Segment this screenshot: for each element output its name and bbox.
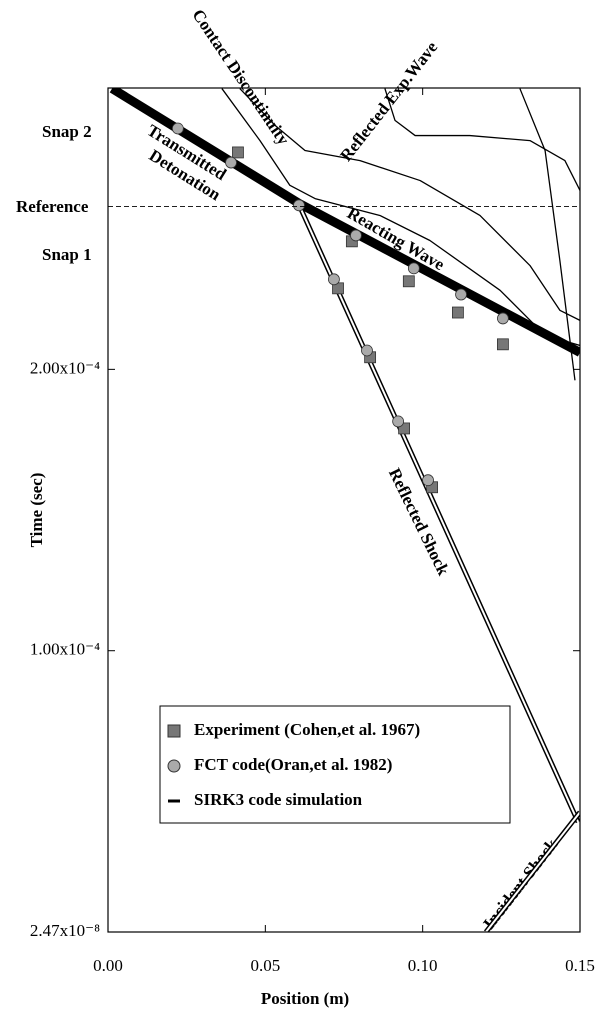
shock-line-inner [485, 811, 580, 932]
y-axis-label: Time (sec) [27, 473, 46, 548]
legend-box [159, 705, 511, 824]
legend-marker [167, 724, 181, 738]
fct-point [455, 288, 467, 301]
experiment-point [398, 422, 411, 435]
experiment-point [497, 338, 509, 351]
x-tick-label: 0.10 [408, 956, 438, 975]
wave-line [384, 88, 580, 191]
y-tick-label: 1.00x10⁻⁴ [30, 640, 100, 659]
reference-label: Reference [16, 197, 89, 216]
wave-line [519, 88, 576, 381]
experiment-point [232, 146, 244, 159]
plot-frame [107, 87, 581, 933]
fct-point [407, 262, 420, 275]
fct-point [328, 273, 340, 286]
fct-point [293, 199, 305, 212]
experiment-point [452, 306, 464, 319]
x-tick-label: 0.00 [93, 956, 123, 975]
x-axis-label: Position (m) [261, 989, 349, 1008]
snap-label: Snap 2 [42, 122, 92, 141]
snap-label: Snap 1 [42, 245, 92, 264]
fct-point [225, 156, 237, 169]
legend-label: FCT code(Oran,et al. 1982) [194, 755, 392, 774]
y-tick-label: 2.47x10⁻⁸ [30, 921, 100, 940]
fct-point [350, 229, 362, 242]
legend-marker [167, 759, 181, 773]
fct-point [422, 474, 434, 487]
fct-point [361, 344, 373, 357]
wave-line [221, 88, 580, 347]
fct-point [497, 312, 509, 325]
x-tick-label: 0.15 [565, 956, 595, 975]
y-tick-label: 2.00x10⁻⁴ [30, 358, 100, 377]
x-tick-label: 0.05 [250, 956, 280, 975]
wave-line [239, 88, 580, 321]
fct-point [392, 415, 405, 428]
legend-label: Experiment (Cohen,et al. 1967) [194, 720, 420, 739]
shock-line-inner [296, 200, 580, 823]
plot [109, 88, 580, 932]
fct-point [171, 122, 184, 135]
experiment-point [402, 275, 415, 288]
legend-label: SIRK3 code simulation [194, 790, 363, 809]
